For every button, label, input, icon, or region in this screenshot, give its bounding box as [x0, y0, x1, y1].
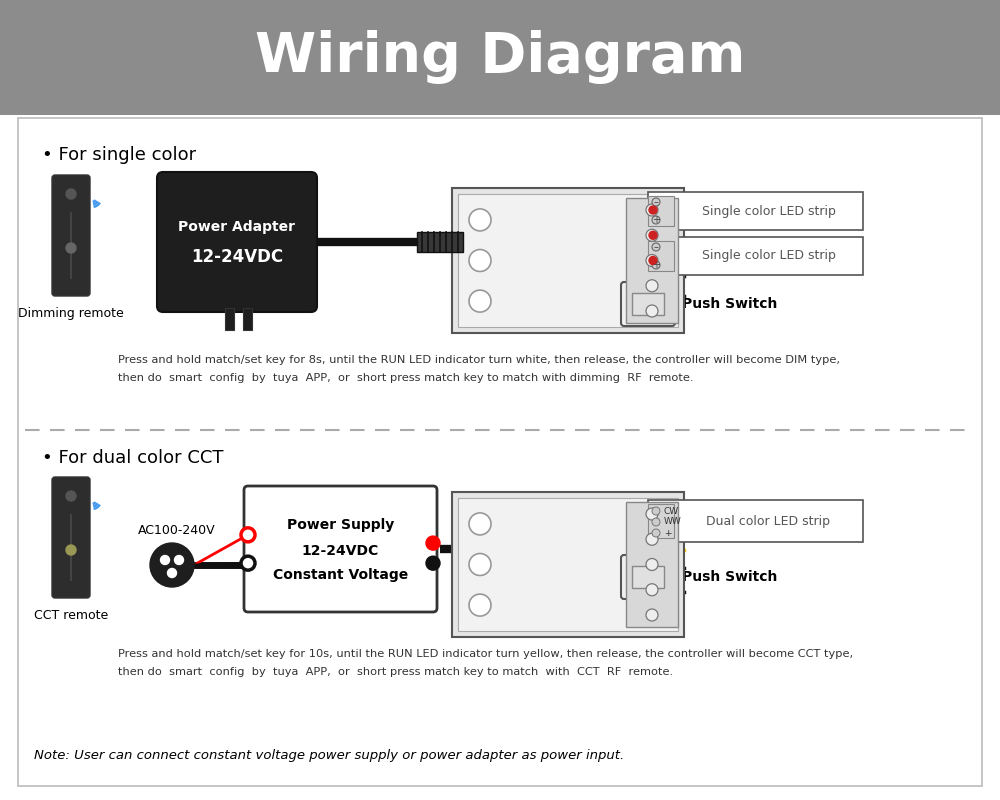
Text: Push Switch: Push Switch	[682, 570, 777, 584]
Circle shape	[469, 290, 491, 312]
Circle shape	[652, 507, 660, 515]
Circle shape	[175, 555, 184, 565]
Bar	[648, 504, 674, 538]
Text: Power Adapter: Power Adapter	[178, 220, 296, 234]
FancyBboxPatch shape	[632, 566, 664, 588]
Bar	[458, 194, 678, 327]
Text: Press and hold match/set key for 8s, until the RUN LED indicator turn white, the: Press and hold match/set key for 8s, unt…	[118, 355, 840, 365]
Text: Press and hold match/set key for 10s, until the RUN LED indicator turn yellow, t: Press and hold match/set key for 10s, un…	[118, 649, 853, 659]
Circle shape	[652, 243, 660, 251]
Bar	[648, 237, 863, 275]
Text: Wiring Diagram: Wiring Diagram	[255, 30, 745, 84]
Circle shape	[652, 261, 660, 269]
Text: then do  smart  config  by  tuya  APP,  or  short press match key to match  with: then do smart config by tuya APP, or sho…	[118, 667, 673, 677]
Text: +: +	[652, 215, 660, 225]
Circle shape	[469, 554, 491, 575]
Text: AC100-240V: AC100-240V	[138, 523, 216, 537]
Bar	[243, 308, 252, 330]
Bar	[452, 492, 684, 637]
Text: Dimming remote: Dimming remote	[18, 307, 124, 320]
Circle shape	[646, 230, 658, 242]
Circle shape	[646, 609, 658, 621]
Circle shape	[652, 216, 660, 224]
Text: +: +	[664, 529, 672, 538]
Text: Note: User can connect constant voltage power supply or power adapter as power i: Note: User can connect constant voltage …	[34, 749, 624, 762]
Text: +: +	[652, 260, 660, 270]
Text: Power Supply: Power Supply	[287, 518, 394, 533]
Circle shape	[469, 209, 491, 231]
Circle shape	[646, 508, 658, 520]
Circle shape	[469, 594, 491, 616]
Circle shape	[649, 206, 657, 214]
Text: Single color LED strip: Single color LED strip	[702, 205, 835, 218]
Circle shape	[649, 231, 657, 239]
Bar	[626, 198, 678, 323]
Circle shape	[652, 529, 660, 537]
Circle shape	[150, 543, 194, 587]
Circle shape	[646, 254, 658, 266]
Text: • For dual color CCT: • For dual color CCT	[42, 449, 224, 467]
Bar	[225, 308, 234, 330]
FancyBboxPatch shape	[157, 172, 317, 312]
Circle shape	[160, 555, 170, 565]
FancyBboxPatch shape	[632, 293, 664, 315]
Text: CW: CW	[664, 506, 679, 515]
Bar	[18, 118, 982, 786]
Text: –: –	[654, 242, 658, 252]
Bar	[648, 241, 674, 271]
FancyBboxPatch shape	[621, 555, 675, 599]
Text: Single color LED strip: Single color LED strip	[702, 250, 835, 262]
Circle shape	[652, 198, 660, 206]
Text: then do  smart  config  by  tuya  APP,  or  short press match key to match with : then do smart config by tuya APP, or sho…	[118, 373, 694, 383]
Text: –: –	[654, 197, 658, 207]
Text: Constant Voltage: Constant Voltage	[273, 568, 408, 582]
Circle shape	[168, 569, 176, 578]
FancyBboxPatch shape	[417, 232, 463, 252]
Bar	[648, 500, 863, 542]
Circle shape	[469, 250, 491, 271]
Text: 12-24VDC: 12-24VDC	[191, 248, 283, 266]
Bar	[648, 192, 863, 230]
FancyBboxPatch shape	[621, 282, 675, 326]
Circle shape	[241, 556, 255, 570]
Circle shape	[652, 518, 660, 526]
Text: 12-24VDC: 12-24VDC	[302, 544, 379, 558]
Circle shape	[66, 491, 76, 501]
Circle shape	[646, 204, 658, 216]
Circle shape	[426, 536, 440, 550]
FancyBboxPatch shape	[244, 486, 437, 612]
Circle shape	[241, 528, 255, 542]
Bar	[458, 498, 678, 631]
Circle shape	[646, 534, 658, 546]
Circle shape	[66, 545, 76, 555]
Bar	[626, 502, 678, 627]
Bar	[0, 0, 1000, 115]
Bar	[648, 196, 674, 226]
Text: • For single color: • For single color	[42, 146, 196, 164]
Circle shape	[66, 243, 76, 253]
Circle shape	[646, 584, 658, 596]
FancyBboxPatch shape	[52, 175, 90, 296]
Circle shape	[66, 189, 76, 199]
Text: WW: WW	[664, 518, 682, 526]
Text: Dual color LED strip: Dual color LED strip	[706, 514, 830, 527]
Circle shape	[426, 556, 440, 570]
Bar	[452, 188, 684, 333]
FancyBboxPatch shape	[52, 477, 90, 598]
Text: Push Switch: Push Switch	[682, 297, 777, 311]
Circle shape	[469, 513, 491, 535]
Text: CCT remote: CCT remote	[34, 609, 108, 622]
Circle shape	[649, 257, 657, 265]
Circle shape	[646, 280, 658, 292]
Circle shape	[646, 558, 658, 570]
Circle shape	[646, 305, 658, 317]
